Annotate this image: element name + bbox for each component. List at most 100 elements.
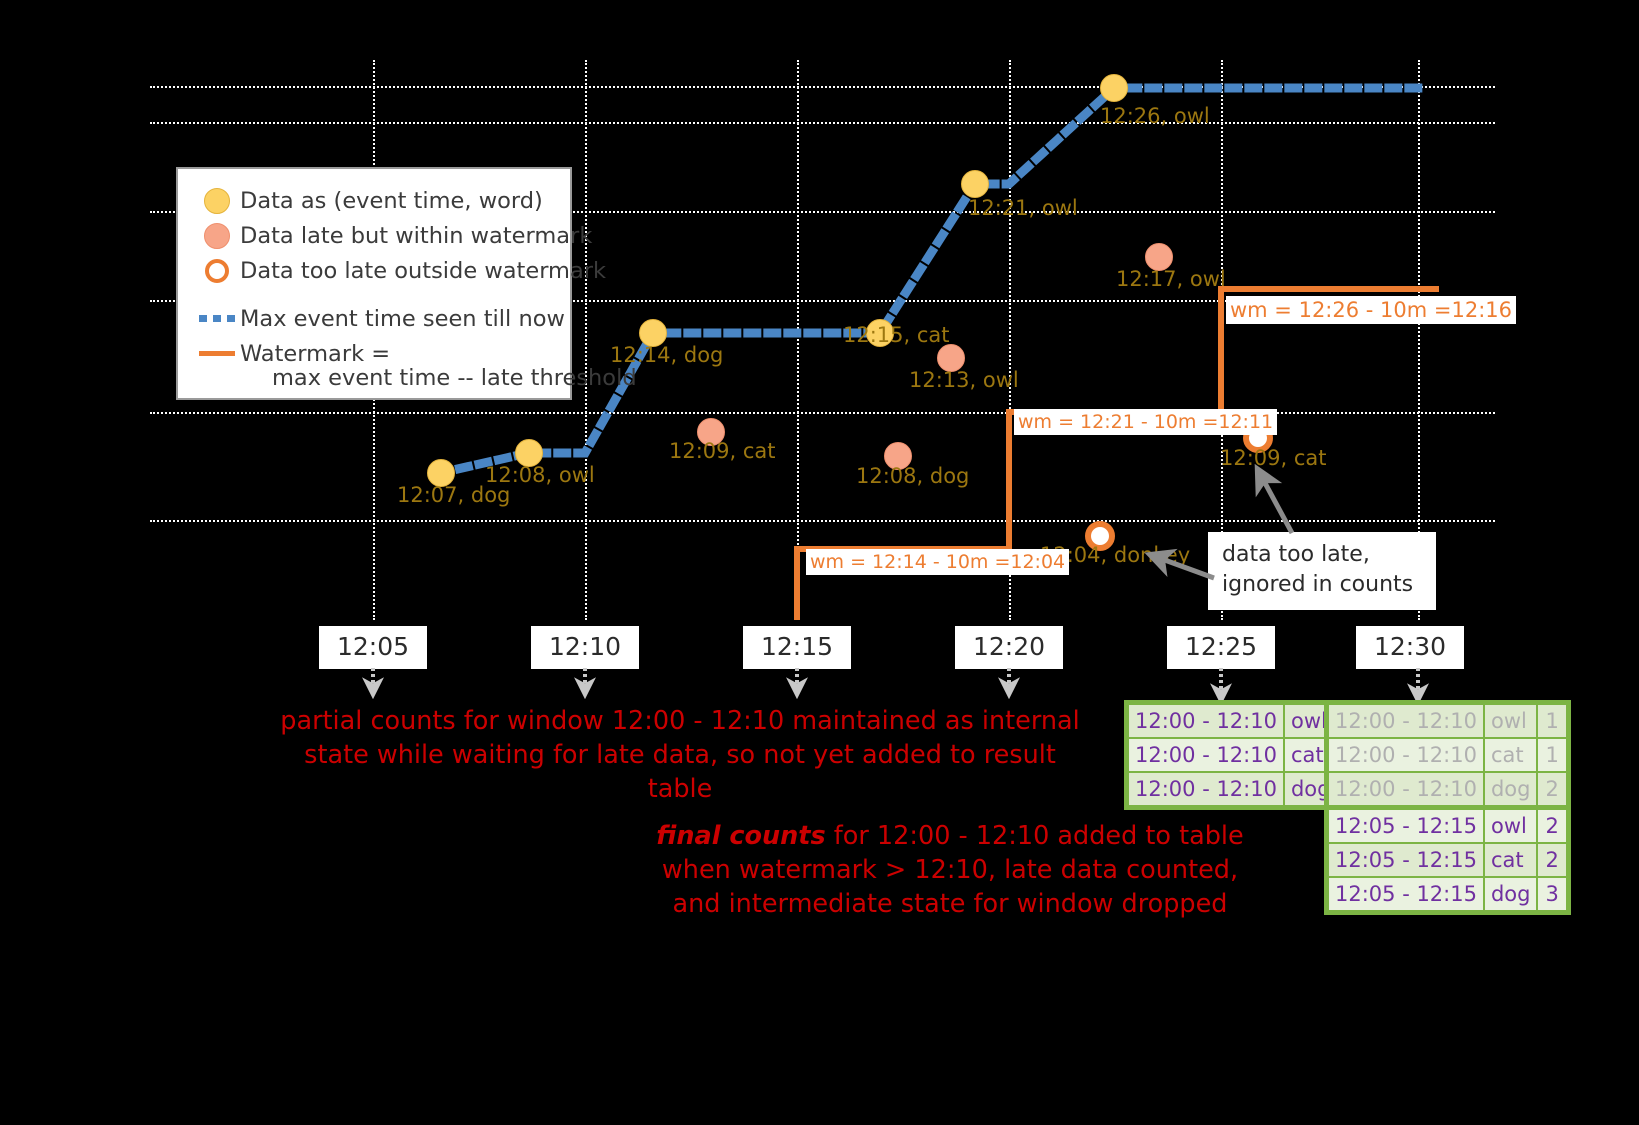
data-point-label: 12:09, cat: [669, 439, 776, 463]
data-point-1209-cat[interactable]: [697, 418, 725, 446]
table-cell-window: 12:00 - 12:10: [1325, 771, 1485, 810]
table-cell-count: 2: [1536, 771, 1570, 810]
data-point-label: 12:15, cat: [843, 323, 950, 347]
annotation-partial-line-1: partial counts for window 12:00 - 12:10 …: [280, 706, 1080, 736]
annotation-final-counts: final counts for 12:00 - 12:10 added to …: [640, 819, 1260, 921]
legend-row-late: Data late but within watermark: [194, 218, 592, 253]
legend-label: Data late but within watermark: [240, 222, 593, 249]
data-point-1213-owl[interactable]: [937, 344, 965, 372]
legend-row-maxevent: Max event time seen till now: [194, 301, 565, 336]
annotation-partial-line-2: state while waiting for late data, so no…: [304, 740, 1056, 804]
orange-line-icon: [194, 351, 240, 356]
data-point-1217-owl[interactable]: [1145, 243, 1173, 271]
data-point-label: 12:26, owl: [1100, 104, 1210, 128]
callout-line-1: data too late,: [1222, 542, 1370, 567]
gridline-horizontal: [150, 122, 1495, 124]
legend-watermark-sub: max event time -- late threshold: [272, 365, 637, 391]
data-point-1226-owl[interactable]: [1100, 74, 1128, 102]
legend: Data as (event time, word) Data late but…: [176, 167, 637, 400]
legend-row-normal: Data as (event time, word): [194, 183, 554, 218]
data-point-label: 12:13, owl: [909, 368, 1019, 392]
legend-label: Max event time seen till now: [240, 305, 565, 332]
annotation-final-emph: final counts: [656, 821, 826, 851]
table-row: 12:05 - 12:15 owl 2: [1325, 806, 1570, 844]
time-tick-1230: 12:30: [1356, 626, 1464, 669]
table-cell-window: 12:05 - 12:15: [1325, 806, 1485, 844]
callout-data-too-late: data too late, ignored in counts: [1208, 532, 1436, 610]
table-row: 12:05 - 12:15 dog 3: [1325, 876, 1570, 914]
table-cell-count: 3: [1536, 876, 1570, 914]
legend-label: Watermark =: [240, 340, 391, 367]
table-cell-word: cat: [1482, 842, 1539, 878]
callout-arrow-to-1204donkey: [1144, 548, 1215, 581]
table-row: 12:05 - 12:15 cat 2: [1325, 842, 1570, 878]
table-cell-window: 12:00 - 12:10: [1125, 701, 1285, 739]
data-point-label: 12:07, dog: [397, 483, 511, 507]
blue-dashed-line-icon: [194, 315, 240, 322]
gridline-vertical: [797, 60, 799, 620]
gridline-horizontal: [150, 412, 1495, 414]
table-cell-window: 12:00 - 12:10: [1325, 737, 1485, 773]
legend-row-toolate: Data too late outside watermark: [194, 253, 606, 288]
table-cell-word: dog: [1282, 771, 1339, 809]
legend-label: Data as (event time, word): [240, 187, 543, 214]
time-tick-1205: 12:05: [319, 626, 427, 669]
table-cell-window: 12:05 - 12:15: [1325, 876, 1485, 914]
legend-label: Data too late outside watermark: [240, 257, 607, 284]
data-point-1208-owl[interactable]: [515, 439, 543, 467]
gridline-horizontal: [150, 520, 1495, 522]
table-cell-window: 12:00 - 12:10: [1125, 771, 1285, 809]
table-cell-window: 12:05 - 12:15: [1325, 842, 1485, 878]
watermark-label-1216: wm = 12:26 - 10m =12:16: [1226, 296, 1516, 324]
table-cell-word: owl: [1482, 806, 1539, 844]
legend-row-watermark: Watermark =: [194, 336, 554, 371]
watermark-label-1211: wm = 12:21 - 10m =12:11: [1014, 409, 1278, 435]
time-tick-1220: 12:20: [955, 626, 1063, 669]
table-cell-word: owl: [1482, 701, 1539, 739]
watermark-step-line: [794, 286, 1439, 620]
table-cell-word: cat: [1482, 737, 1539, 773]
data-point-label: 12:08, owl: [485, 463, 595, 487]
data-point-1204-donkey[interactable]: [1085, 521, 1115, 551]
time-tick-1215: 12:15: [743, 626, 851, 669]
data-point-1208-dog[interactable]: [884, 442, 912, 470]
gridline-horizontal: [150, 211, 1495, 213]
table-cell-count: 1: [1536, 737, 1570, 773]
result-table-1230: 12:00 - 12:10 owl 1 12:00 - 12:10 cat 1 12:00 …: [1324, 700, 1571, 915]
table-cell-window: 12:00 - 12:10: [1125, 737, 1285, 773]
gridline-vertical: [1009, 60, 1011, 620]
gridline-vertical: [1418, 60, 1420, 620]
annotation-final-line-1: final counts for 12:00 - 12:10 added to …: [640, 819, 1260, 853]
gridline-horizontal: [150, 300, 1495, 302]
callout-arrow-to-1209cat: [1254, 463, 1295, 535]
annotation-final-line-3: and intermediate state for window droppe…: [672, 889, 1228, 919]
hollow-dot-icon: [194, 258, 240, 283]
time-tick-1225: 12:25: [1167, 626, 1275, 669]
callout-line-2: ignored in counts: [1222, 572, 1414, 597]
orange-dot-icon: [194, 222, 240, 249]
annotation-final-line-1-rest: for 12:00 - 12:10 added to table: [825, 821, 1244, 851]
annotation-partial-counts: partial counts for window 12:00 - 12:10 …: [280, 704, 1080, 806]
table-cell-count: 2: [1536, 806, 1570, 844]
data-point-1215-cat[interactable]: [866, 319, 894, 347]
gridline-horizontal: [150, 86, 1495, 88]
yellow-dot-icon: [194, 187, 240, 214]
table-cell-word: dog: [1482, 771, 1539, 810]
data-point-label: 12:17, owl: [1116, 267, 1226, 291]
table-cell-window: 12:00 - 12:10: [1325, 701, 1485, 739]
gridline-vertical: [585, 60, 587, 620]
time-tick-1210: 12:10: [531, 626, 639, 669]
data-point-1214-dog[interactable]: [639, 319, 667, 347]
data-point-1221-owl[interactable]: [961, 170, 989, 198]
annotation-final-line-2: when watermark > 12:10, late data counte…: [661, 855, 1239, 885]
data-point-label: 12:21, owl: [968, 196, 1078, 220]
data-point-label: 12:08, dog: [856, 464, 970, 488]
data-point-1207-dog[interactable]: [427, 459, 455, 487]
